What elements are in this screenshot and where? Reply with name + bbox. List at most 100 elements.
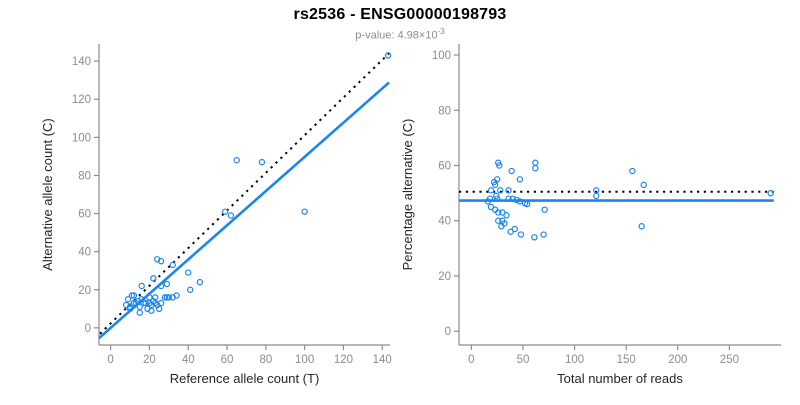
x-tick-label: 0: [468, 354, 474, 366]
y-tick-label: 20: [438, 271, 451, 283]
data-point: [496, 162, 503, 169]
data-point: [503, 212, 510, 219]
data-point: [516, 176, 524, 183]
data-point: [155, 305, 163, 313]
x-tick-label: 140: [373, 354, 392, 366]
data-point: [517, 231, 525, 238]
figure-subtitle: p-value: 4.98×10-3: [0, 27, 800, 42]
data-point: [493, 195, 501, 202]
data-point: [163, 280, 171, 288]
data-point: [513, 196, 520, 204]
x-tick-label: 150: [617, 354, 636, 366]
data-point: [384, 52, 392, 59]
data-point: [196, 278, 204, 286]
data-point: [126, 303, 134, 311]
data-point: [523, 200, 531, 208]
y-tick-label: 100: [72, 132, 91, 144]
data-point: [491, 181, 499, 189]
data-point: [169, 261, 176, 269]
data-point: [629, 167, 636, 175]
data-point: [128, 292, 136, 299]
x-tick-label: 50: [517, 354, 530, 366]
x-tick-label: 120: [334, 354, 353, 366]
y-tick-label: 40: [438, 216, 451, 228]
data-point: [138, 282, 145, 290]
fit-line: [98, 81, 390, 340]
y-tick-label: 60: [78, 209, 91, 221]
x-tick-label: 200: [668, 354, 687, 366]
data-point: [136, 309, 143, 316]
y-tick-label: 40: [78, 247, 91, 259]
data-point: [157, 299, 165, 307]
y-tick-label: 120: [72, 94, 91, 106]
data-point: [130, 292, 138, 299]
p-value-text: p-value: 4.98×10: [355, 29, 438, 42]
x-tick-label: 80: [259, 354, 272, 366]
data-point: [511, 225, 518, 233]
y-tick-label: 140: [72, 56, 91, 68]
x-tick-label: 250: [720, 354, 739, 366]
data-point: [495, 217, 502, 224]
y-axis-title: Alternative allele count (C): [40, 118, 55, 270]
y-tick-label: 20: [78, 285, 91, 297]
y-tick-label: 0: [85, 323, 91, 335]
data-point: [516, 198, 524, 205]
data-point: [505, 195, 512, 202]
data-point: [767, 189, 774, 197]
x-tick-label: 60: [221, 354, 234, 366]
figure-title: rs2536 - ENSG00000198793: [293, 6, 507, 23]
data-point: [157, 282, 165, 290]
data-point: [487, 187, 495, 194]
y-axis-title: Percentage alternative (C): [400, 119, 415, 271]
data-point: [497, 187, 504, 194]
y-tick-label: 0: [445, 326, 451, 338]
data-point: [593, 192, 600, 200]
data-point: [186, 286, 194, 293]
data-point: [150, 275, 157, 282]
data-point: [495, 209, 502, 216]
data-point: [161, 294, 169, 301]
y-tick-label: 60: [438, 161, 451, 173]
data-point: [124, 296, 132, 303]
data-point: [173, 292, 180, 299]
data-point: [142, 299, 149, 307]
data-point: [126, 305, 134, 313]
data-point: [163, 294, 171, 301]
data-point: [541, 206, 548, 213]
data-point: [227, 212, 235, 219]
data-point: [640, 181, 647, 189]
data-point: [493, 176, 501, 183]
x-tick-label: 20: [143, 354, 156, 366]
data-point: [486, 195, 494, 202]
data-point: [221, 208, 229, 215]
data-point: [508, 167, 515, 175]
data-point: [501, 220, 508, 227]
p-value-exponent: -3: [437, 27, 445, 36]
data-point: [532, 165, 539, 172]
data-point: [540, 231, 547, 238]
data-point: [185, 269, 192, 276]
x-tick-label: 100: [565, 354, 584, 366]
data-point: [509, 195, 516, 202]
x-tick-label: 100: [295, 354, 314, 366]
data-point: [140, 299, 147, 307]
data-point: [531, 234, 538, 241]
data-point: [233, 157, 240, 164]
x-axis-title: Reference allele count (T): [170, 371, 320, 386]
x-tick-label: 0: [107, 354, 113, 366]
data-point: [638, 223, 645, 230]
x-axis-title: Total number of reads: [557, 371, 683, 386]
data-point: [301, 208, 308, 215]
x-tick-label: 40: [182, 354, 195, 366]
y-tick-label: 80: [78, 170, 91, 182]
y-tick-label: 100: [432, 50, 451, 62]
identity-line: [99, 51, 391, 335]
data-point: [258, 158, 266, 166]
y-tick-label: 80: [438, 105, 451, 117]
data-point: [165, 294, 173, 301]
data-point: [157, 257, 165, 265]
data-point: [505, 187, 512, 194]
data-point: [532, 159, 539, 166]
